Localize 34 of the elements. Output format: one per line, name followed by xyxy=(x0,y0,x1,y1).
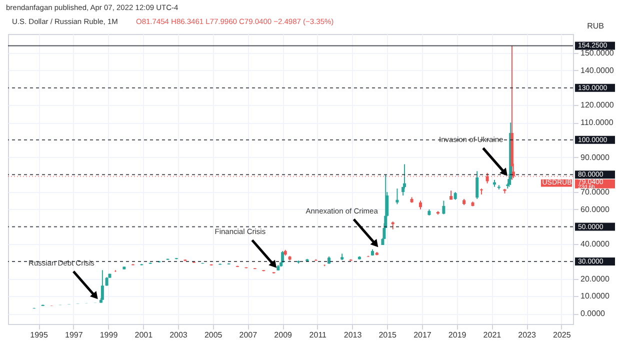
y-tick-label: 120.0000 xyxy=(580,100,614,110)
x-tick-label: 2001 xyxy=(134,330,154,340)
x-tick-label: 2019 xyxy=(448,330,467,340)
x-tick-label: 2007 xyxy=(239,330,258,340)
x-tick-label: 2003 xyxy=(170,330,188,340)
candlestick xyxy=(314,258,318,262)
y-tick-label: 20.0000 xyxy=(580,274,610,284)
y-tick-label: 40.0000 xyxy=(580,240,610,249)
x-tick-label: 2015 xyxy=(378,330,398,340)
y-tick-label: 0.0000 xyxy=(580,309,606,318)
y-tick-label: 150.0000 xyxy=(580,48,614,58)
y-tick-label: 110.0000 xyxy=(580,118,614,128)
y-tick-label: 10.0000 xyxy=(580,292,610,301)
x-tick-label: 1995 xyxy=(30,330,48,340)
x-tick-label: 1997 xyxy=(65,330,84,340)
x-tick-label: 2011 xyxy=(309,330,328,340)
candlestick xyxy=(476,170,479,200)
y-tick-label: 70.0000 xyxy=(580,188,610,197)
x-tick-label: 1999 xyxy=(100,330,118,340)
candlestick xyxy=(486,172,489,184)
y-axis-title: RUB xyxy=(587,22,604,30)
x-tick-label: 2005 xyxy=(204,330,223,340)
candlestick xyxy=(403,164,406,190)
x-tick-label: 2009 xyxy=(274,330,293,340)
y-tick-label: 90.0000 xyxy=(580,152,610,162)
candlestick xyxy=(442,200,446,215)
y-tick-label: 140.0000 xyxy=(580,66,614,75)
x-tick-label: 2025 xyxy=(553,330,572,340)
y-tick-label: 60.0000 xyxy=(580,204,610,214)
x-tick-label: 2023 xyxy=(518,330,536,340)
x-tick-label: 2017 xyxy=(414,330,432,340)
candlestick xyxy=(396,188,399,205)
x-tick-label: 2013 xyxy=(344,330,362,340)
x-tick-label: 2021 xyxy=(483,330,502,340)
